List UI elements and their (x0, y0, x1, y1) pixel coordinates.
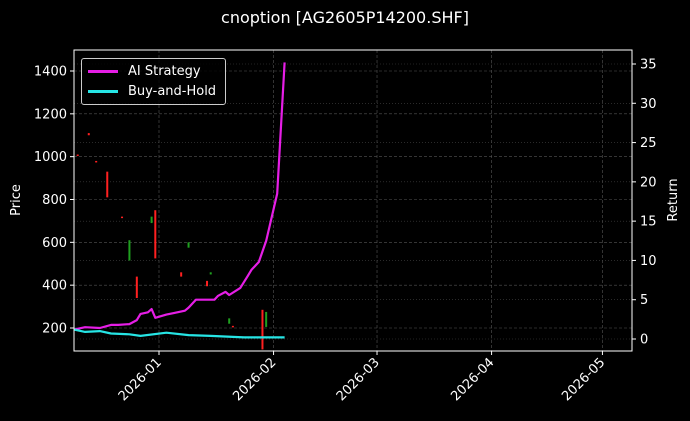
svg-text:2026-02: 2026-02 (230, 355, 279, 404)
svg-text:0: 0 (640, 333, 648, 348)
legend-swatch-ai-strategy (88, 69, 118, 73)
legend-label: Buy-and-Hold (128, 83, 217, 99)
right-y-axis: 0 5 10 15 20 25 30 35 (632, 58, 657, 348)
svg-text:1200: 1200 (34, 107, 67, 122)
y-axis-label-price: Price (9, 184, 24, 216)
x-axis: 2026-01 2026-02 2026-03 2026-04 2026-05 (116, 351, 608, 404)
svg-text:600: 600 (42, 236, 67, 251)
legend-swatch-buy-and-hold (88, 89, 118, 93)
svg-text:1000: 1000 (34, 150, 67, 165)
svg-text:5: 5 (640, 293, 648, 308)
svg-text:10: 10 (640, 254, 657, 269)
svg-text:15: 15 (640, 215, 657, 230)
svg-text:400: 400 (42, 279, 67, 294)
svg-text:25: 25 (640, 136, 657, 151)
legend: AI Strategy Buy-and-Hold (81, 58, 226, 105)
chart-title: cnoption [AG2605P14200.SHF] (221, 8, 469, 27)
legend-label: AI Strategy (128, 63, 201, 79)
grid-lines (74, 50, 632, 351)
plot-frame (73, 49, 633, 352)
svg-text:800: 800 (42, 193, 67, 208)
svg-text:2026-05: 2026-05 (559, 355, 608, 404)
svg-text:1400: 1400 (34, 65, 67, 80)
series-lines (73, 62, 286, 339)
legend-item-ai-strategy: AI Strategy (88, 62, 201, 80)
svg-text:20: 20 (640, 175, 657, 190)
svg-text:200: 200 (42, 322, 67, 337)
legend-item-buy-and-hold: Buy-and-Hold (88, 82, 216, 100)
candlesticks (76, 133, 268, 350)
svg-text:2026-04: 2026-04 (448, 355, 497, 404)
svg-text:2026-01: 2026-01 (116, 355, 165, 404)
svg-text:2026-03: 2026-03 (334, 355, 383, 404)
svg-text:35: 35 (640, 58, 657, 73)
svg-text:30: 30 (640, 97, 657, 112)
left-y-axis: 200 400 600 800 1000 1200 1400 (34, 65, 74, 337)
y-axis-label-return: Return (666, 178, 681, 221)
